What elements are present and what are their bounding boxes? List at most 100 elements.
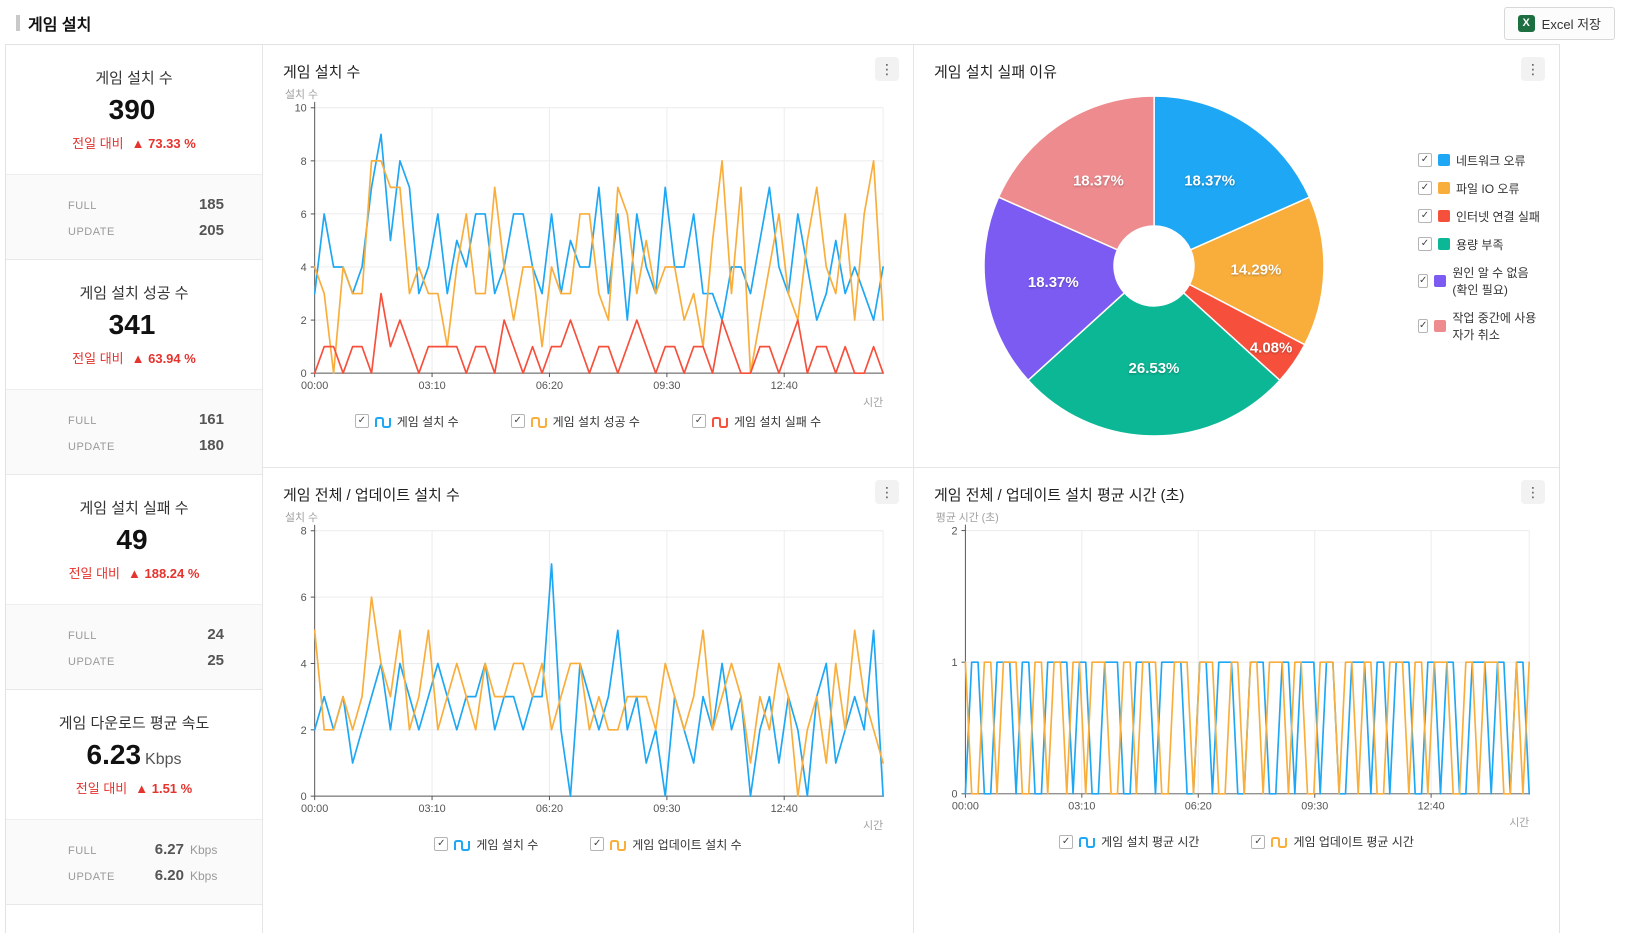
color-swatch-icon xyxy=(1438,210,1450,222)
svg-text:00:00: 00:00 xyxy=(952,801,979,813)
svg-text:시간: 시간 xyxy=(863,396,883,409)
legend-label: 게임 설치 평균 시간 xyxy=(1101,835,1200,850)
svg-text:설치 수: 설치 수 xyxy=(285,88,318,101)
legend-item[interactable]: ✓ 게임 설치 수 xyxy=(354,413,459,430)
kebab-menu-button[interactable]: ⋮ xyxy=(875,57,899,81)
kpi-title: 게임 설치 수 xyxy=(95,69,173,87)
legend-label: 파일 IO 오류 xyxy=(1456,181,1520,196)
kpi-compare: 전일 대비 ▲ 188.24 % xyxy=(68,566,200,582)
svg-text:03:10: 03:10 xyxy=(418,803,445,815)
kpi-value: 49 xyxy=(116,523,148,555)
svg-text:03:10: 03:10 xyxy=(418,380,445,392)
page-title-text: 게임 설치 xyxy=(28,17,92,34)
line-series-icon xyxy=(374,416,391,428)
legend-checkbox[interactable]: ✓ xyxy=(1418,237,1432,251)
legend-checkbox[interactable]: ✓ xyxy=(1418,209,1432,223)
legend-checkbox[interactable]: ✓ xyxy=(590,837,605,852)
kebab-menu-button[interactable]: ⋮ xyxy=(1521,480,1545,504)
legend-checkbox[interactable]: ✓ xyxy=(1418,153,1432,167)
kpi-compare: 전일 대비 ▲ 1.51 % xyxy=(75,781,193,797)
kpi-sidebar: 게임 설치 수 390 전일 대비 ▲ 73.33 % FULL 185 UPDAT… xyxy=(6,45,263,933)
kpi-sub-install-count: FULL 185 UPDATE 205 xyxy=(6,175,262,260)
svg-text:4: 4 xyxy=(301,262,307,274)
line-series-icon xyxy=(1079,837,1096,849)
excel-save-button[interactable]: X Excel 저장 xyxy=(1503,6,1615,40)
legend-item[interactable]: ✓ 게임 설치 수 xyxy=(434,836,538,853)
svg-text:4: 4 xyxy=(301,658,307,670)
pie-legend-item[interactable]: ✓ 인터넷 연결 실패 xyxy=(1418,208,1541,225)
svg-text:14.29%: 14.29% xyxy=(1231,261,1282,278)
legend-checkbox[interactable]: ✓ xyxy=(1059,834,1074,849)
legend-checkbox[interactable]: ✓ xyxy=(510,414,525,429)
pie-legend-item[interactable]: ✓ 용량 부족 xyxy=(1418,236,1541,253)
svg-text:10: 10 xyxy=(295,103,307,115)
legend-label: 게임 업데이트 평균 시간 xyxy=(1293,835,1414,850)
kebab-menu-button[interactable]: ⋮ xyxy=(875,480,899,504)
title-accent-bar xyxy=(16,15,20,31)
panel-avg-time-chart: 게임 전체 / 업데이트 설치 평균 시간 (초) ⋮ 평균 시간 (초) 0 1 2… xyxy=(913,468,1559,933)
legend-item[interactable]: ✓ 게임 설치 성공 수 xyxy=(510,413,640,430)
kpi-sub-install-success: FULL 161 UPDATE 180 xyxy=(6,390,262,475)
svg-text:06:20: 06:20 xyxy=(536,380,563,392)
svg-text:6: 6 xyxy=(301,209,307,221)
full-row: FULL 185 xyxy=(68,195,224,213)
legend-item[interactable]: ✓ 게임 설치 평균 시간 xyxy=(1059,833,1199,850)
svg-text:0: 0 xyxy=(952,789,958,801)
svg-text:09:30: 09:30 xyxy=(653,803,680,815)
pie-legend-item[interactable]: ✓ 네트워크 오류 xyxy=(1418,152,1541,169)
color-swatch-icon xyxy=(1438,182,1450,194)
kebab-menu-button[interactable]: ⋮ xyxy=(1521,57,1545,81)
legend-item[interactable]: ✓ 게임 업데이트 설치 수 xyxy=(590,836,742,853)
chart-title: 게임 설치 수 xyxy=(283,64,361,81)
kpi-value: 390 xyxy=(108,93,156,125)
legend-checkbox[interactable]: ✓ xyxy=(354,414,369,429)
svg-text:06:20: 06:20 xyxy=(536,803,563,815)
legend-label: 용량 부족 xyxy=(1456,237,1504,252)
fail-reason-legend: ✓ 네트워크 오류 ✓ 파일 IO 오류 ✓ 인터넷 연결 실패 ✓ 용량 부족 ✓ 원인 알 수… xyxy=(1418,152,1541,343)
kpi-sub-install-fail: FULL 24 UPDATE 25 xyxy=(6,605,262,690)
full-row: FULL 24 xyxy=(68,625,224,643)
color-swatch-icon xyxy=(1434,319,1447,332)
svg-text:12:40: 12:40 xyxy=(1418,801,1445,813)
chart-title: 게임 설치 실패 이유 xyxy=(934,64,1057,81)
update-row: UPDATE 6.20 Kbps xyxy=(68,866,218,884)
pie-legend-item[interactable]: ✓ 작업 중간에 사용자가 취소 xyxy=(1418,309,1541,343)
line-series-icon xyxy=(530,416,547,428)
legend-checkbox[interactable]: ✓ xyxy=(1418,181,1432,195)
legend-checkbox[interactable]: ✓ xyxy=(434,837,449,852)
update-row: UPDATE 205 xyxy=(68,221,224,239)
kpi-compare: 전일 대비 ▲ 73.33 % xyxy=(72,136,196,152)
full-row: FULL 161 xyxy=(68,410,224,428)
kpi-card-download-speed: 게임 다운로드 평균 속도 6.23 Kbps 전일 대비 ▲ 1.51 % xyxy=(6,690,262,820)
fail-reason-donut-chart: 18.37% 14.29% 4.08% 26.53% 18.37% 18.37% xyxy=(983,95,1325,437)
svg-text:8: 8 xyxy=(301,156,307,168)
legend-label: 인터넷 연결 실패 xyxy=(1456,209,1540,224)
legend-checkbox[interactable]: ✓ xyxy=(1251,834,1266,849)
line-series-icon xyxy=(711,416,728,428)
legend-checkbox[interactable]: ✓ xyxy=(691,414,706,429)
color-swatch-icon xyxy=(1434,274,1447,287)
avg-time-line-chart: 평균 시간 (초) 0 1 2 00:00 03:10 06:20 09:30 12:40 시간 xyxy=(936,511,1531,829)
pie-legend-item[interactable]: ✓ 파일 IO 오류 xyxy=(1418,180,1541,197)
svg-text:0: 0 xyxy=(301,791,307,803)
svg-text:03:10: 03:10 xyxy=(1068,801,1095,813)
legend-checkbox[interactable]: ✓ xyxy=(1418,318,1429,333)
svg-text:2: 2 xyxy=(301,725,307,737)
legend-label: 작업 중간에 사용자가 취소 xyxy=(1452,310,1537,342)
kpi-value: 6.23 Kbps xyxy=(86,738,182,770)
svg-text:설치 수: 설치 수 xyxy=(285,511,318,524)
svg-text:평균 시간 (초): 평균 시간 (초) xyxy=(936,511,999,524)
svg-text:18.37%: 18.37% xyxy=(1073,172,1124,189)
kpi-value: 341 xyxy=(108,308,156,340)
full-update-install-legend: ✓ 게임 설치 수 ✓ 게임 업데이트 설치 수 xyxy=(281,836,895,853)
pie-legend-item[interactable]: ✓ 원인 알 수 없음 (확인 필요) xyxy=(1418,264,1541,298)
kpi-sub-download-speed: FULL 6.27 Kbps UPDATE 6.20 Kbps xyxy=(6,820,262,905)
panel-fail-reason-pie: 게임 설치 실패 이유 ⋮ 18.37% 14.29% 4.08% 26.53% 18.… xyxy=(913,45,1559,468)
svg-text:18.37%: 18.37% xyxy=(1028,274,1079,291)
chart-title: 게임 전체 / 업데이트 설치 수 xyxy=(283,487,460,504)
legend-checkbox[interactable]: ✓ xyxy=(1418,273,1429,288)
pie-body: 18.37% 14.29% 4.08% 26.53% 18.37% 18.37% ✓ 네트워… xyxy=(932,84,1541,446)
legend-item[interactable]: ✓ 게임 업데이트 평균 시간 xyxy=(1251,833,1414,850)
kpi-card-install-success: 게임 설치 성공 수 341 전일 대비 ▲ 63.94 % xyxy=(6,260,262,390)
legend-item[interactable]: ✓ 게임 설치 실패 수 xyxy=(691,413,821,430)
